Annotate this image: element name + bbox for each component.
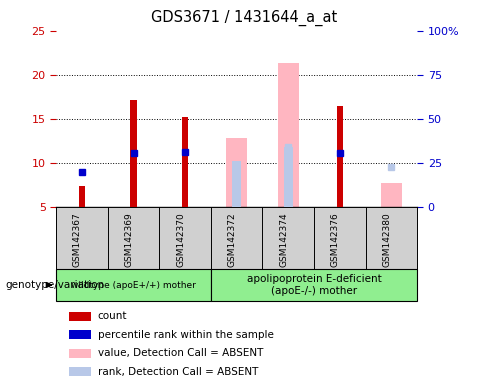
Bar [56,269,211,301]
Text: GDS3671 / 1431644_a_at: GDS3671 / 1431644_a_at [151,10,337,26]
Bar [278,63,299,207]
Bar [226,139,247,207]
Text: GSM142369: GSM142369 [124,212,134,267]
Bar [68,367,91,376]
Bar [284,147,293,207]
Text: GSM142370: GSM142370 [176,212,185,267]
Text: GSM142372: GSM142372 [228,212,237,267]
Bar [232,161,242,207]
Text: rank, Detection Call = ABSENT: rank, Detection Call = ABSENT [98,367,258,377]
Text: wildtype (apoE+/+) mother: wildtype (apoE+/+) mother [71,281,196,290]
Text: GSM142376: GSM142376 [331,212,340,267]
Text: GSM142380: GSM142380 [383,212,391,267]
Bar [337,106,343,207]
Text: apolipoprotein E-deficient
(apoE-/-) mother: apolipoprotein E-deficient (apoE-/-) mot… [247,274,382,296]
Bar [79,186,85,207]
Bar [381,183,402,207]
Bar [182,117,188,207]
Bar [68,312,91,321]
Bar [68,330,91,339]
Bar [68,349,91,358]
Text: count: count [98,311,127,321]
Text: value, Detection Call = ABSENT: value, Detection Call = ABSENT [98,348,263,358]
Text: percentile rank within the sample: percentile rank within the sample [98,330,273,340]
Bar [130,99,137,207]
Text: genotype/variation: genotype/variation [5,280,104,290]
Bar [211,269,417,301]
Text: GSM142367: GSM142367 [73,212,82,267]
Text: GSM142374: GSM142374 [279,212,288,267]
